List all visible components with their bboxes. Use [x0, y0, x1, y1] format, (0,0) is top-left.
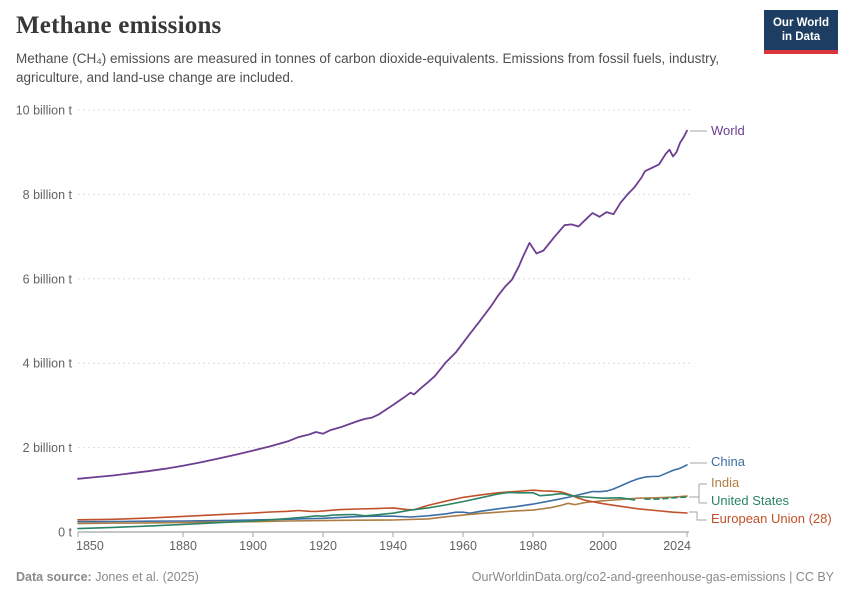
data-source: Data source: Jones et al. (2025) — [16, 570, 199, 584]
x-axis-tick-label: 2000 — [589, 539, 617, 553]
series-label-india[interactable]: India — [711, 475, 740, 490]
series-line-world — [77, 129, 688, 480]
series-line-european-union-28- — [77, 489, 688, 521]
chart-footer: Data source: Jones et al. (2025) OurWorl… — [16, 570, 834, 584]
x-axis-tick-label: 1920 — [309, 539, 337, 553]
series-line-india — [77, 495, 688, 525]
series-line-china — [77, 464, 688, 523]
y-axis-tick-label: 6 billion t — [23, 272, 73, 286]
owid-logo[interactable]: Our World in Data — [764, 10, 838, 54]
x-axis-tick-label: 1850 — [76, 539, 104, 553]
legend-connector — [689, 483, 707, 504]
y-axis-tick-label: 8 billion t — [23, 188, 73, 202]
series-label-china[interactable]: China — [711, 454, 745, 469]
x-axis-tick-label: 1960 — [449, 539, 477, 553]
x-axis-tick-label: 1940 — [379, 539, 407, 553]
series-line-united-states — [644, 496, 688, 500]
chart-title: Methane emissions — [16, 12, 222, 39]
x-axis-tick-label: 1880 — [169, 539, 197, 553]
owid-logo-line1: Our World — [772, 17, 829, 29]
series-label-united-states[interactable]: United States — [711, 493, 790, 508]
y-axis-tick-label: 2 billion t — [23, 441, 73, 455]
chart-subtitle: Methane (CH₄) emissions are measured in … — [16, 51, 720, 85]
y-axis-tick-label: 10 billion t — [16, 104, 73, 118]
footer-license-link[interactable]: OurWorldinData.org/co2-and-greenhouse-ga… — [471, 570, 834, 584]
x-axis-tick-label: 2024 — [663, 539, 691, 553]
series-label-european-union[interactable]: European Union (28) — [711, 511, 832, 526]
x-axis-tick-label: 1900 — [239, 539, 267, 553]
owid-logo-line2: in Data — [781, 31, 821, 44]
legend-connector — [689, 511, 707, 521]
data-source-value: Jones et al. (2025) — [91, 570, 199, 584]
y-axis-tick-label: 0 t — [58, 526, 72, 540]
y-axis-tick-label: 4 billion t — [23, 357, 73, 371]
data-source-label: Data source: — [16, 570, 92, 584]
x-axis-tick-label: 1980 — [519, 539, 547, 553]
series-line-united-states — [77, 491, 636, 530]
series-label-world[interactable]: World — [711, 123, 745, 138]
